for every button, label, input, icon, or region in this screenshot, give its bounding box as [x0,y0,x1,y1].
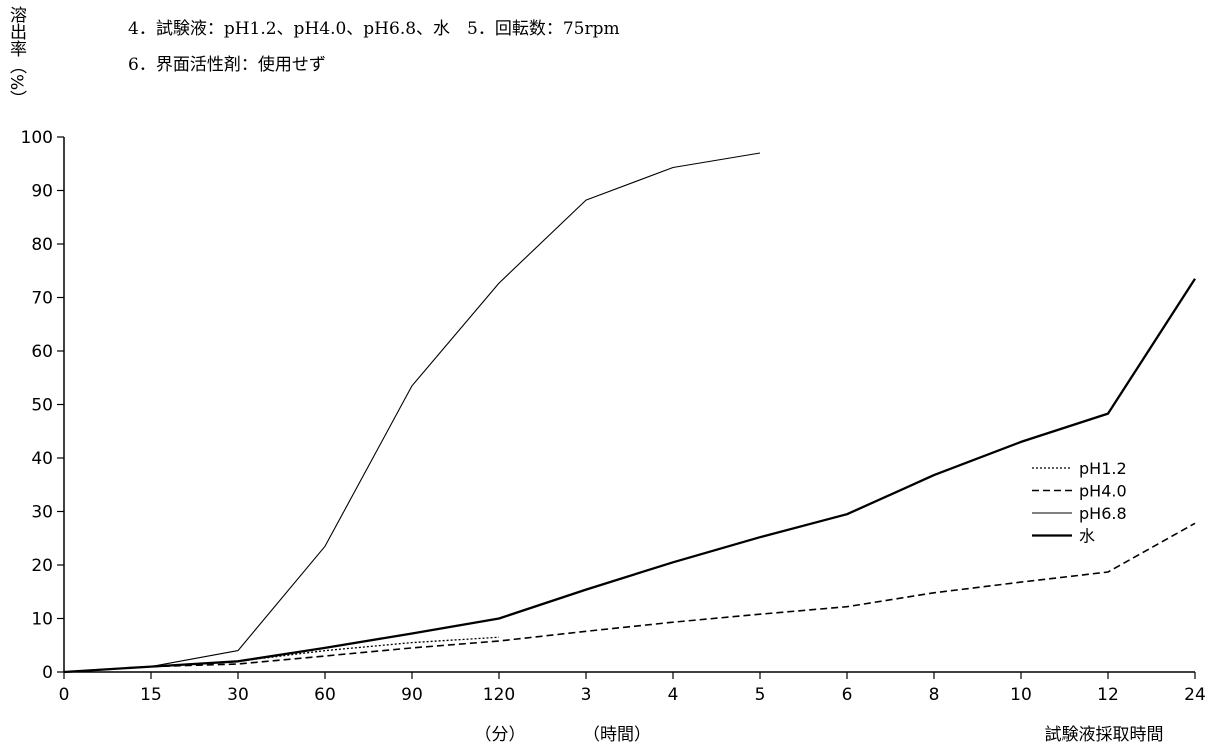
x-tick-label: 4 [668,685,679,705]
y-tick-label: 30 [31,503,53,523]
y-tick-label: 0 [42,663,53,683]
legend-label: pH4.0 [1079,482,1127,501]
y-tick-label: 60 [31,342,53,362]
x-tick-label: 5 [755,685,766,705]
condition-line-1: 4．試験液：pH1.2、pH4.0、pH6.8、水 5．回転数：75rpm [128,19,620,39]
x-tick-label: 0 [59,685,70,705]
y-tick-label: 40 [31,449,53,469]
y-tick-label: 80 [31,235,53,255]
x-axis-label: 試験液採取時間 [1045,725,1164,745]
x-tick-label: 90 [401,685,423,705]
x-tick-label: 24 [1184,685,1206,705]
y-tick-label: 20 [31,556,53,576]
y-tick-label: 70 [31,289,53,309]
y-tick-label: 50 [31,396,53,416]
x-unit-label-minutes: （分） [475,725,526,745]
series-line [63,152,761,673]
x-tick-label: 60 [314,685,336,705]
x-tick-label: 120 [483,685,515,705]
y-tick-label: 10 [31,610,53,630]
series-layer [63,152,1196,674]
series-line [63,522,1196,673]
series-line [63,278,1196,674]
legend: pH1.2 pH4.0 pH6.8 水 [1032,459,1127,546]
y-axis-label: 溶出率（%） [6,6,26,108]
condition-line-2: 6．界面活性剤：使用せず [128,55,326,75]
axes: 0 10 20 30 40 50 60 70 80 90 100 0 15 30 60 90 120 3 4 5 6 8 1… [21,128,1206,705]
y-tick-label: 90 [31,182,53,202]
x-tick-label: 8 [929,685,940,705]
x-unit-label-hours: （時間） [583,725,651,745]
legend-label: pH6.8 [1079,504,1127,523]
legend-label: 水 [1079,527,1095,546]
y-tick-label: 100 [21,128,53,148]
x-tick-label: 10 [1010,685,1032,705]
x-tick-label: 15 [140,685,162,705]
x-tick-label: 3 [581,685,592,705]
x-tick-label: 30 [227,685,249,705]
x-tick-label: 6 [842,685,853,705]
legend-label: pH1.2 [1079,459,1127,478]
x-tick-label: 12 [1097,685,1119,705]
